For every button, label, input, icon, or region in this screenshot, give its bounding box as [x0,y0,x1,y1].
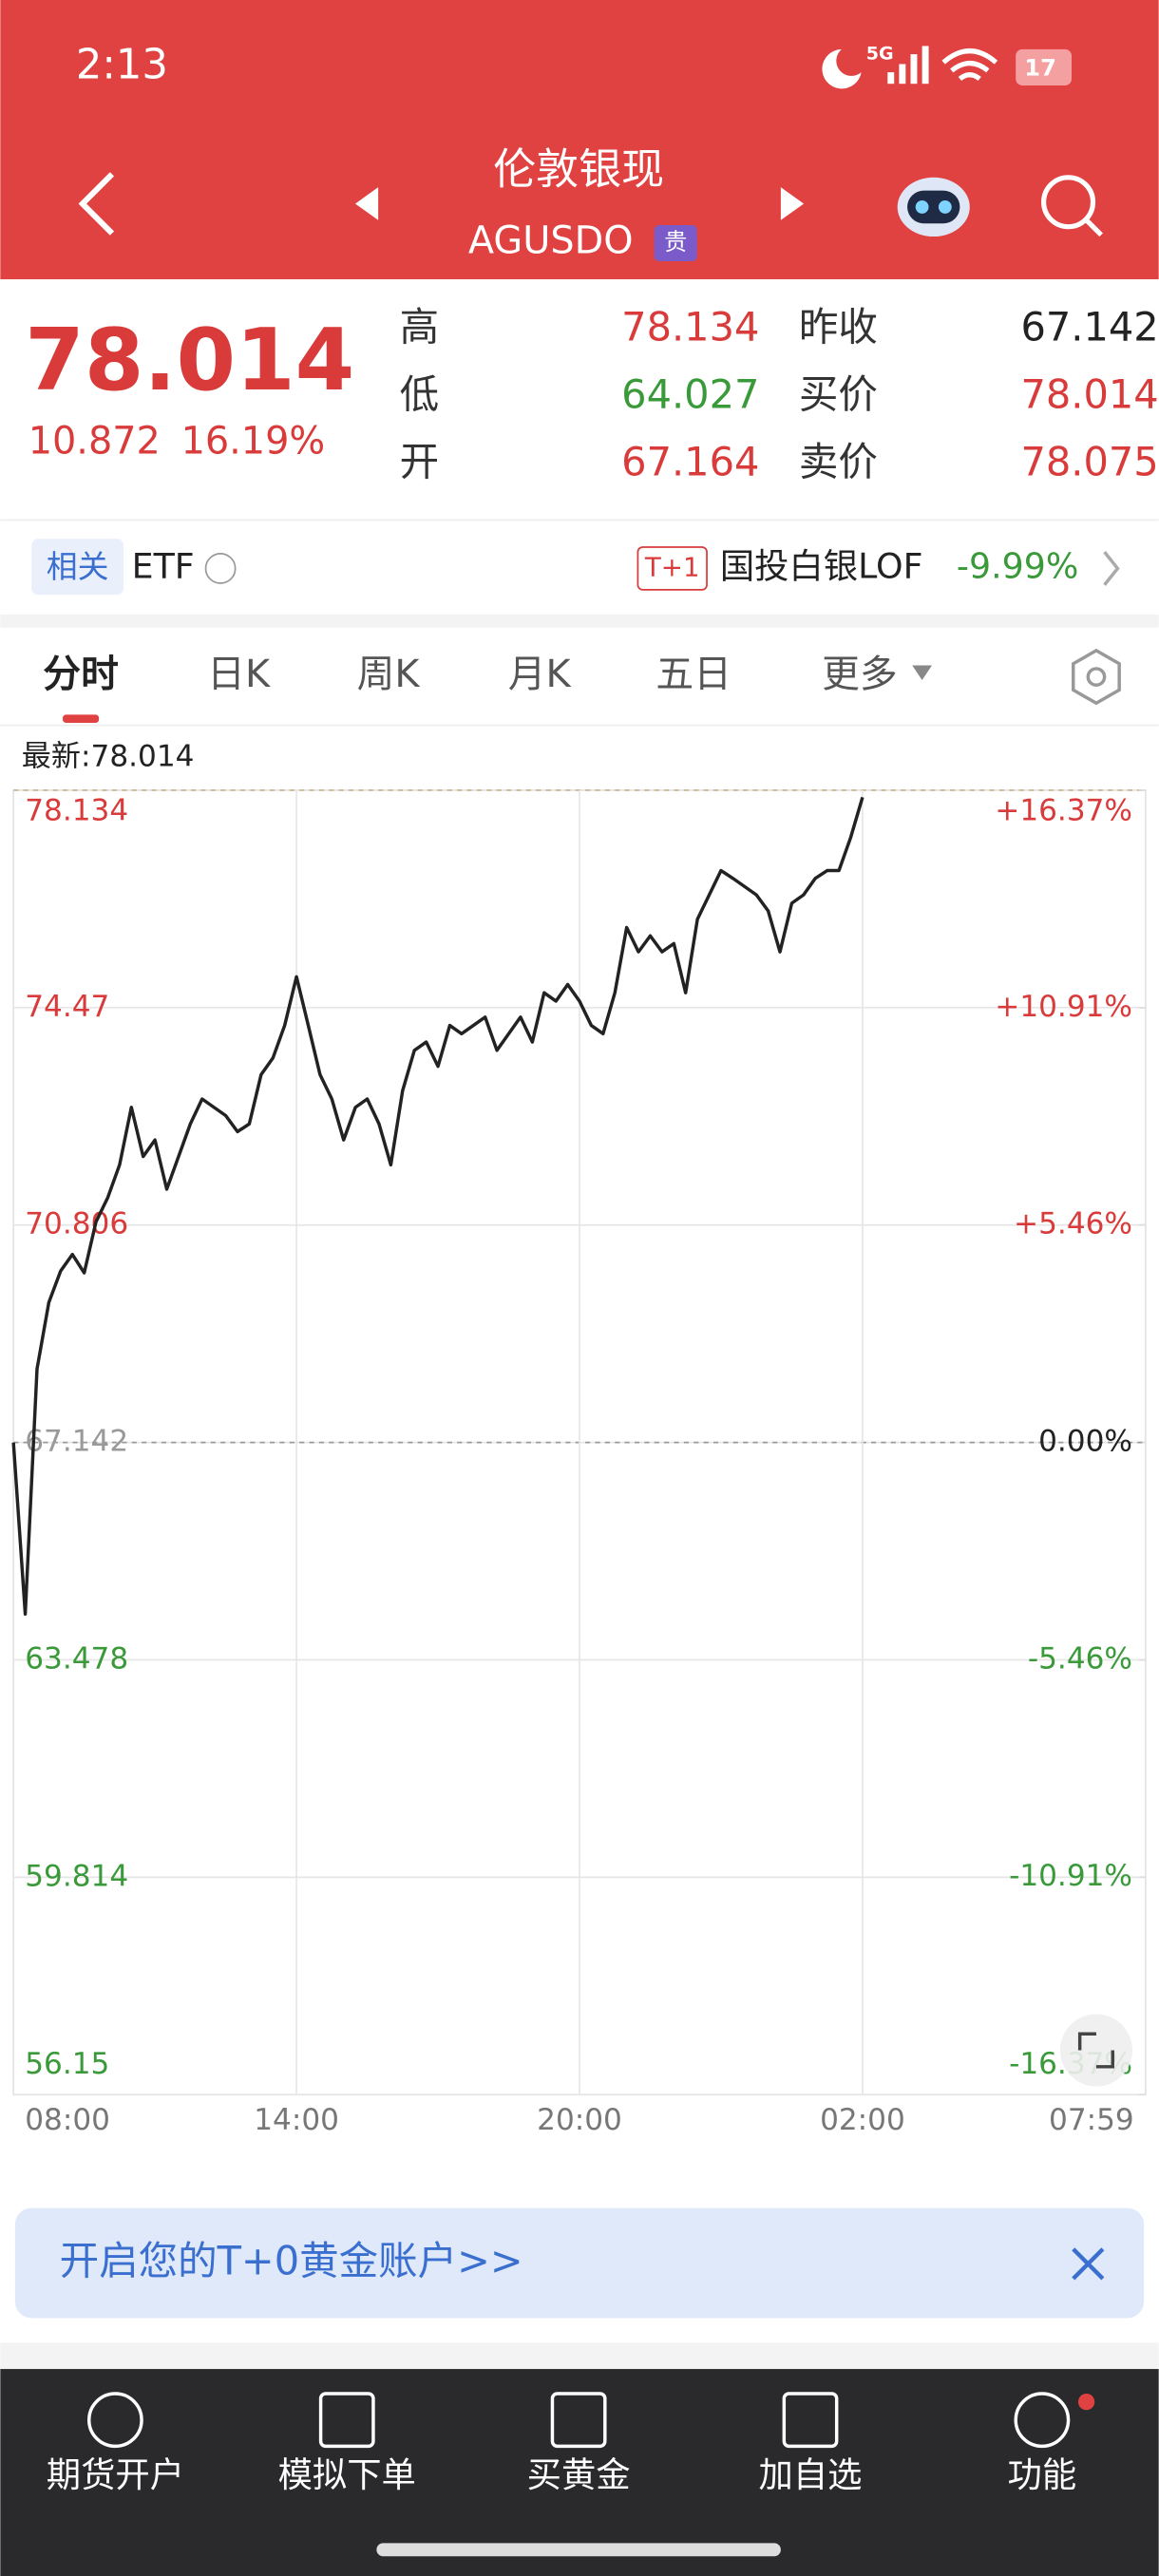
fund-tag-bg [636,546,708,591]
quote-label: 买价 [799,371,878,418]
y-tick-label: 74.47 [25,990,109,1024]
next-button[interactable] [780,187,805,220]
robot-button[interactable] [897,177,970,237]
y-tick-label: 70.806 [25,1207,128,1241]
nav-label[interactable]: 买黄金 [527,2454,631,2495]
moon-icon [822,48,862,89]
x-tick-label: 07:59 [1049,2103,1134,2137]
battery-level: 17 [1024,55,1056,82]
quote-label: 低 [400,371,440,418]
quote-value: 64.027 [621,371,759,418]
y2-tick-label: 0.00% [1038,1425,1132,1459]
y2-tick-label: +16.37% [995,793,1132,827]
y-tick-label: 59.814 [25,1859,128,1893]
tab-indicator [63,714,100,724]
fund-tag: T+1 [644,551,700,582]
banner-close[interactable] [1072,2247,1105,2281]
price: 78.014 [25,312,354,410]
nav-label[interactable]: 期货开户 [47,2454,184,2495]
y-tick-label: 78.134 [25,793,128,827]
nav-icon[interactable] [318,2392,375,2449]
more-arrow [912,665,932,681]
tab[interactable]: 月K [508,653,572,696]
quote-value: 67.142 [1020,304,1158,350]
y2-tick-label: -10.91% [1009,1859,1132,1893]
fullscreen-button[interactable] [1059,2014,1133,2087]
quote-label: 昨收 [799,304,878,350]
chevron [1103,551,1120,586]
quote-label: 高 [400,304,440,350]
search-button[interactable] [1041,175,1103,237]
x-tick-label: 20:00 [537,2103,622,2137]
prev-button[interactable] [354,187,379,220]
notification-dot [1077,2394,1095,2411]
header-badge: 贵 [664,229,687,256]
bottom-nav [0,2369,1159,2576]
y-tick-label: 56.15 [25,2047,109,2081]
divider [0,519,1159,521]
fund-change: -9.99% [957,545,1078,586]
quote-label: 开 [400,438,440,484]
header-bg [0,0,1159,280]
signal-icon [887,46,929,85]
y2-tick-label: -5.46% [1028,1642,1132,1676]
banner-text[interactable]: 开启您的T+0黄金账户>> [60,2237,523,2283]
x-tick-label: 08:00 [25,2103,110,2137]
tab[interactable]: 更多 [822,653,898,696]
divider [0,724,1159,727]
x-tick-label: 02:00 [820,2103,905,2137]
fund-name[interactable]: 国投白银LOF [720,545,923,586]
tab[interactable]: 五日 [656,653,732,696]
quote-value: 78.134 [621,304,759,350]
etf-label: ETF [132,545,195,586]
banner-bg[interactable] [14,2207,1145,2319]
header-code: AGUSDO [468,218,634,262]
settings-dot [1086,667,1107,687]
y2-tick-label: +10.91% [995,990,1132,1024]
etf-tag-bg [31,539,124,596]
home-indicator [376,2543,781,2557]
help-icon[interactable] [204,553,237,584]
y-tick-label: 67.142 [25,1425,128,1459]
nav-label[interactable]: 加自选 [759,2454,863,2495]
nav-label[interactable]: 功能 [1008,2454,1077,2495]
nav-label[interactable]: 模拟下单 [278,2454,416,2495]
status-time: 2:13 [76,41,168,88]
quote-value: 67.164 [621,438,759,484]
change-pct: 16.19% [181,419,326,463]
nav-icon[interactable] [86,2392,143,2449]
change: 10.872 [28,419,161,463]
badge-bg [654,224,697,262]
tab[interactable]: 分时 [43,653,119,696]
latest-label: 最新:78.014 [22,739,195,773]
y-tick-label: 63.478 [25,1641,128,1676]
quote-value: 78.075 [1020,438,1158,484]
x-tick-label: 14:00 [254,2103,339,2137]
nav-icon[interactable] [782,2392,839,2449]
tab[interactable]: 周K [357,653,421,696]
nav-icon[interactable] [1014,2392,1071,2449]
etf-tag: 相关 [47,548,109,585]
status-network: 5G [866,44,894,65]
quote-value: 78.014 [1020,371,1158,418]
tab[interactable]: 日K [207,653,271,696]
chart: -16.37%-10.91%-5.46%0.00%+5.46%+10.91%+1… [11,789,1147,2137]
divider [0,614,1159,628]
header-title: 伦敦银现 [493,144,664,195]
wifi-icon [941,48,998,82]
back-button[interactable] [78,172,115,236]
price-line [11,796,864,1616]
settings-button[interactable] [1072,648,1121,706]
divider [0,2342,1159,2370]
nav-icon[interactable] [550,2392,607,2449]
battery-icon [1016,48,1073,85]
y2-tick-label: +5.46% [1014,1207,1132,1241]
quote-label: 卖价 [799,438,878,484]
